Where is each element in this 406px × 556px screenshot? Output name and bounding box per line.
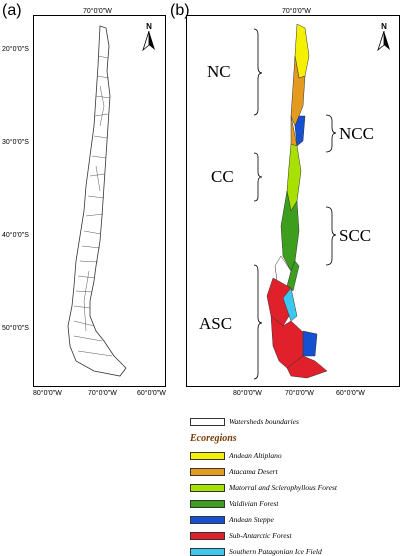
lon-tick-80w-b: 80°0'0"W (233, 390, 262, 397)
legend-label: Andean Steppe (229, 515, 274, 524)
top-axis-label-b: 70°0'0"W (282, 8, 311, 15)
north-arrow-icon (377, 30, 390, 52)
north-arrow-icon (142, 30, 155, 52)
macrozone-cc: CC (211, 167, 234, 186)
legend-swatch (190, 452, 225, 460)
north-arrow-a: N (142, 22, 156, 53)
legend-label-boundary: Watersheds boundaries (229, 417, 299, 426)
legend-label: Valdivian Forest (229, 499, 279, 508)
macrozone-ncc: NCC (339, 124, 374, 143)
lat-tick-30s: 30°0'0"S (2, 139, 29, 146)
map-panel-a (33, 15, 166, 387)
lon-tick-60w-b: 60°0'0"W (336, 390, 365, 397)
macrozone-brackets (253, 28, 337, 380)
legend-swatch (190, 548, 225, 556)
chile-ecoregions-map (266, 23, 328, 379)
panel-a-label: (a) (2, 2, 22, 19)
legend-label: Southern Patagonian Ice Field (229, 547, 322, 556)
chile-watersheds-map (67, 25, 127, 377)
lat-tick-50s: 50°0'0"S (2, 325, 29, 332)
legend-swatch (190, 468, 225, 476)
top-axis-label-a: 70°0'0"W (83, 8, 112, 15)
macrozone-scc: SCC (339, 226, 372, 245)
north-arrow-label: N (381, 22, 387, 31)
lon-tick-70w-a: 70°0'0"W (88, 390, 117, 397)
lat-tick-20s: 20°0'0"S (2, 46, 29, 53)
lat-tick-40s: 40°0'0"S (2, 232, 29, 239)
map-panel-b (186, 15, 400, 387)
legend-swatch (190, 516, 225, 524)
legend-swatch-boundary (190, 418, 225, 426)
north-arrow-label: N (146, 22, 152, 31)
lon-tick-70w-b: 70°0'0"W (285, 390, 314, 397)
lon-tick-80w-a: 80°0'0"W (33, 390, 62, 397)
legend-swatch (190, 484, 225, 492)
legend-label: Sub-Antarctic Forest (229, 531, 292, 540)
macrozone-asc: ASC (199, 314, 233, 333)
legend-title: Ecoregions (190, 433, 237, 444)
legend-swatch (190, 500, 225, 508)
lon-tick-60w-a: 60°0'0"W (137, 390, 166, 397)
legend-label: Atacama Desert (229, 467, 278, 476)
legend-label: Andean Altiplano (229, 451, 282, 460)
legend-label: Matorral and Sclerophyllous Forest (229, 483, 337, 492)
north-arrow-b: N (377, 22, 391, 53)
legend-swatch (190, 532, 225, 540)
panel-b-label: (b) (170, 2, 190, 19)
macrozone-nc: NC (207, 62, 231, 81)
